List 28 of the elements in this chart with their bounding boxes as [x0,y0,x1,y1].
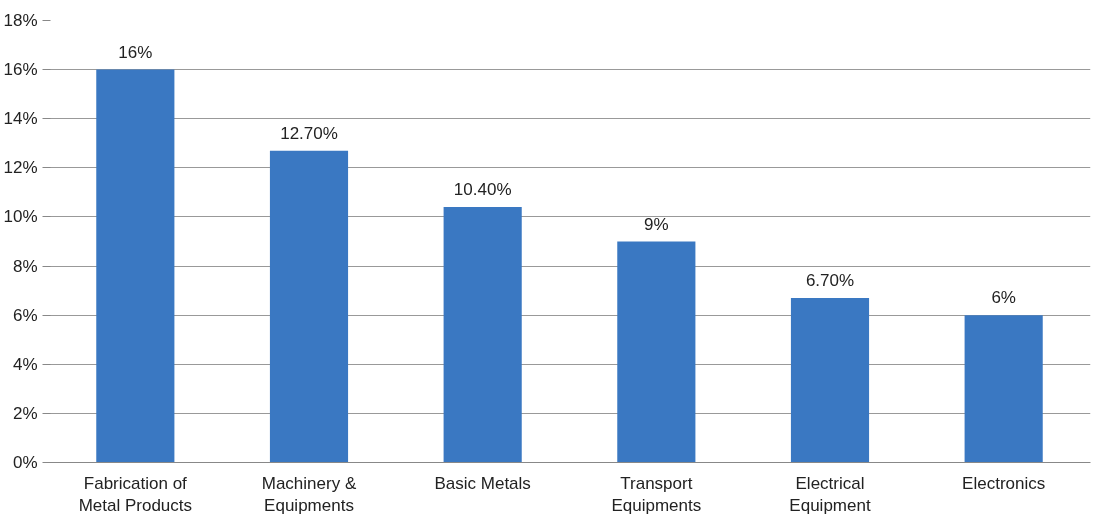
y-tick-label: 4% [12,354,38,374]
y-tick-label: 8% [12,256,38,276]
y-tick-label: 14% [3,109,38,129]
x-tick-label: Electronics [962,473,1046,493]
bar [96,69,175,463]
data-label: 6% [991,288,1016,308]
x-tick-label: Electrical Equipment [789,473,871,516]
bar [269,150,349,463]
x-tick-label: Machinery & Equipments [261,473,357,516]
bar [443,207,522,463]
bar [964,315,1043,463]
bar [617,241,696,463]
data-label: 9% [644,214,669,234]
x-tick-label: Transport Equipments [611,473,702,516]
y-tick-label: 12% [3,158,38,178]
y-tick-label: 2% [12,403,38,423]
data-label: 16% [118,42,153,62]
data-label: 12.70% [280,123,338,143]
y-tick-label: 18% [3,11,38,30]
data-label: 6.70% [805,270,855,290]
y-tick-label: 6% [12,305,38,325]
y-tick-label: 16% [3,60,38,80]
x-tick-label: Basic Metals [434,473,531,493]
y-tick-label: 0% [12,453,38,472]
y-tick-label: 10% [3,207,38,227]
bar [790,297,870,463]
data-label: 10.40% [453,180,512,200]
x-tick-label: Fabrication of Metal Products [78,473,193,516]
